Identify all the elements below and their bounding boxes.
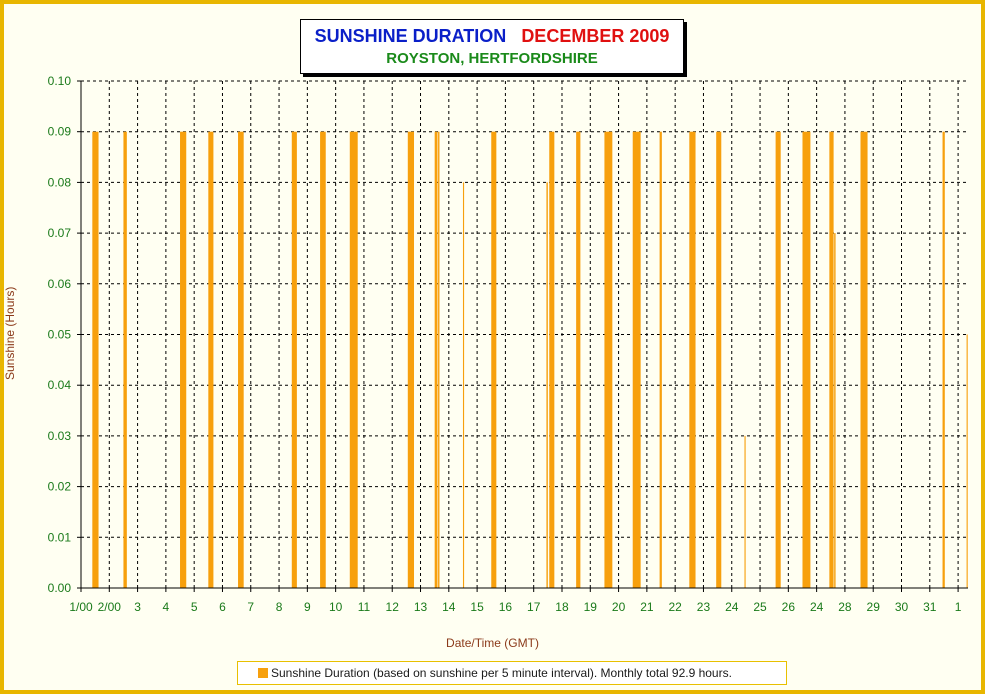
y-tick-label: 0.08 xyxy=(48,175,72,189)
y-tick-label: 0.05 xyxy=(48,328,72,342)
sunshine-bar xyxy=(291,131,297,588)
legend-label: Sunshine Duration (based on sunshine per… xyxy=(271,666,732,680)
x-tick-label: 23 xyxy=(697,600,711,614)
sunshine-bar xyxy=(689,131,696,588)
x-tick-label: 15 xyxy=(470,600,484,614)
x-tick-label: 17 xyxy=(527,600,541,614)
y-tick-label: 0.10 xyxy=(48,74,72,88)
x-tick-label: 12 xyxy=(386,600,400,614)
x-tick-label: 5 xyxy=(191,600,198,614)
x-tick-label: 21 xyxy=(640,600,654,614)
sunshine-bar xyxy=(829,131,834,588)
x-tick-label: 7 xyxy=(247,600,254,614)
x-tick-label: 26 xyxy=(782,600,796,614)
x-tick-label: 14 xyxy=(442,600,456,614)
sunshine-bar xyxy=(92,131,99,588)
x-tick-label: 13 xyxy=(414,600,428,614)
grid-lines xyxy=(81,80,968,588)
y-tick-label: 0.00 xyxy=(48,581,72,595)
x-tick-label: 4 xyxy=(163,600,170,614)
x-tick-label: 28 xyxy=(838,600,852,614)
x-tick-label: 19 xyxy=(584,600,598,614)
sunshine-bar xyxy=(462,182,465,588)
x-tick-label: 20 xyxy=(612,600,626,614)
x-tick-label: 16 xyxy=(499,600,513,614)
sunshine-bar xyxy=(659,131,662,588)
x-tick-label: 10 xyxy=(329,600,343,614)
x-tick-label: 24 xyxy=(810,600,824,614)
sunshine-bar xyxy=(546,182,548,588)
axes xyxy=(77,80,968,592)
chart-title-period: DECEMBER 2009 xyxy=(521,26,670,46)
x-tick-label: 3 xyxy=(134,600,141,614)
sunshine-bar xyxy=(123,131,127,588)
legend-swatch xyxy=(258,668,268,678)
x-tick-label: 29 xyxy=(867,600,881,614)
sunshine-bar xyxy=(775,131,781,588)
y-tick-label: 0.01 xyxy=(48,530,72,544)
legend: Sunshine Duration (based on sunshine per… xyxy=(237,661,787,685)
y-tick-label: 0.03 xyxy=(48,429,72,443)
x-tick-label: 25 xyxy=(753,600,767,614)
sunshine-bar xyxy=(407,131,415,588)
y-tick-labels: 0.00 0.01 0.02 0.03 0.04 0.05 0.06 0.07 0.08 0.09… xyxy=(48,74,72,595)
bar-series xyxy=(92,131,968,588)
x-tick-label: 24 xyxy=(725,600,739,614)
sunshine-bar xyxy=(491,131,497,588)
x-tick-label: 31 xyxy=(923,600,937,614)
x-tick-label: 9 xyxy=(304,600,311,614)
sunshine-bar xyxy=(349,131,358,588)
sunshine-bar xyxy=(860,131,868,588)
sunshine-bar xyxy=(716,131,722,588)
sunshine-bar xyxy=(834,233,836,588)
chart-title-box: SUNSHINE DURATION DECEMBER 2009 ROYSTON,… xyxy=(300,19,684,74)
y-tick-label: 0.04 xyxy=(48,378,72,392)
sunshine-bar xyxy=(942,131,945,588)
sunshine-bar xyxy=(434,131,438,588)
sunshine-bar xyxy=(208,131,214,588)
y-axis-label: Sunshine (Hours) xyxy=(3,286,17,380)
x-tick-label: 30 xyxy=(895,600,909,614)
x-tick-label: 1 xyxy=(955,600,962,614)
y-tick-label: 0.09 xyxy=(48,125,72,139)
x-tick-label: 18 xyxy=(555,600,569,614)
x-tick-label: 1/00 xyxy=(69,600,93,614)
sunshine-bar xyxy=(320,131,326,588)
x-tick-label: 22 xyxy=(668,600,682,614)
x-tick-label: 11 xyxy=(358,600,371,614)
x-tick-label: 2/00 xyxy=(98,600,122,614)
sunshine-bar xyxy=(966,334,968,588)
sunshine-bar xyxy=(802,131,811,588)
chart-title-main: SUNSHINE DURATION xyxy=(314,26,507,46)
sunshine-bar xyxy=(604,131,613,588)
x-tick-labels: 1/00 2/00 3 4 5 6 7 8 9 10 11 12 13 14 15 16 17 18 19 20 21 2… xyxy=(69,600,961,614)
sunshine-bar xyxy=(632,131,641,588)
chart-title: SUNSHINE DURATION DECEMBER 2009 xyxy=(301,26,683,47)
sunshine-bar xyxy=(438,131,440,588)
y-tick-label: 0.02 xyxy=(48,480,72,494)
y-tick-label: 0.06 xyxy=(48,277,72,291)
x-tick-label: 8 xyxy=(276,600,283,614)
chart-subtitle: ROYSTON, HERTFORDSHIRE xyxy=(386,50,598,67)
y-tick-label: 0.07 xyxy=(48,226,72,240)
sunshine-bar xyxy=(180,131,187,588)
x-axis-label: Date/Time (GMT) xyxy=(446,636,539,650)
sunshine-bar xyxy=(549,131,555,588)
x-tick-label: 6 xyxy=(219,600,226,614)
sunshine-bar xyxy=(744,435,746,588)
sunshine-bar xyxy=(238,131,244,588)
sunshine-bar xyxy=(576,131,581,588)
